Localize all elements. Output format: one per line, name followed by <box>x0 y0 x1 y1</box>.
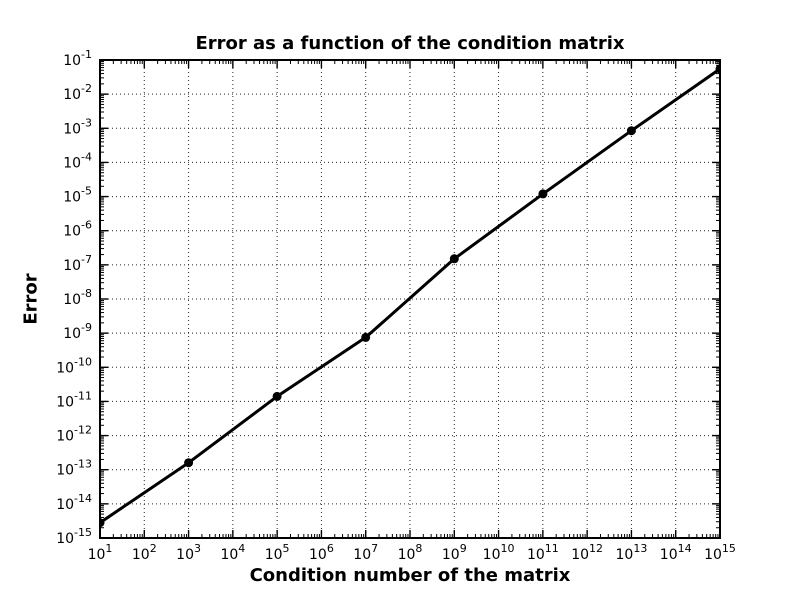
data-point-marker <box>715 64 720 74</box>
y-tick-label: 10-6 <box>63 219 92 240</box>
y-tick-label: 10-2 <box>63 82 92 103</box>
x-axis-label: Condition number of the matrix <box>249 565 571 586</box>
x-tick-labels: 101 102 103 104 105 106 107 108 109 1010 1011 1012 1… <box>88 542 736 563</box>
y-axis-label: Error <box>20 273 42 325</box>
y-tick-label: 10-7 <box>63 253 92 274</box>
data-point-marker <box>184 458 194 468</box>
x-tick-label: 1011 <box>527 542 559 563</box>
y-tick-labels: 10-1 10-2 10-3 10-4 10-5 10-6 10-7 10-8 10-9 10-1… <box>56 48 92 547</box>
y-tick-label: 10-13 <box>56 458 92 479</box>
x-tick-label: 1010 <box>483 542 515 563</box>
data-point-marker <box>538 189 548 199</box>
x-tick-label: 108 <box>398 542 423 563</box>
data-point-marker <box>449 254 459 264</box>
x-tick-label: 107 <box>353 542 378 563</box>
x-tick-label: 109 <box>442 542 467 563</box>
x-tick-label: 101 <box>88 542 113 563</box>
y-tick-label: 10-11 <box>56 389 92 410</box>
series-line <box>100 67 720 525</box>
axes-frame <box>99 59 721 539</box>
x-tick-label: 103 <box>176 542 201 563</box>
x-tick-label: 1015 <box>704 542 736 563</box>
y-tick-label: 10-15 <box>56 526 92 547</box>
x-tick-label: 104 <box>220 542 245 563</box>
y-tick-label: 10-8 <box>63 287 92 308</box>
grid-lines <box>99 59 721 539</box>
series-group <box>100 64 720 528</box>
data-point-marker <box>100 518 105 528</box>
x-tick-label: 1012 <box>571 542 603 563</box>
x-tick-label: 1014 <box>660 542 692 563</box>
y-tick-label: 10-5 <box>63 185 92 206</box>
y-tick-label: 10-9 <box>63 321 92 342</box>
y-tick-label: 10-1 <box>63 48 92 69</box>
x-tick-label: 105 <box>265 542 290 563</box>
data-point-marker <box>626 126 636 136</box>
x-tick-label: 106 <box>309 542 334 563</box>
y-tick-label: 10-14 <box>56 492 92 513</box>
data-point-marker <box>272 391 282 401</box>
y-tick-label: 10-4 <box>63 150 92 171</box>
y-tick-label: 10-12 <box>56 424 92 445</box>
data-point-marker <box>361 332 371 342</box>
y-tick-label: 10-10 <box>56 355 92 376</box>
x-tick-label: 102 <box>132 542 157 563</box>
y-tick-label: 10-3 <box>63 116 92 137</box>
x-tick-label: 1013 <box>616 542 648 563</box>
chart-title: Error as a function of the condition mat… <box>195 33 625 54</box>
